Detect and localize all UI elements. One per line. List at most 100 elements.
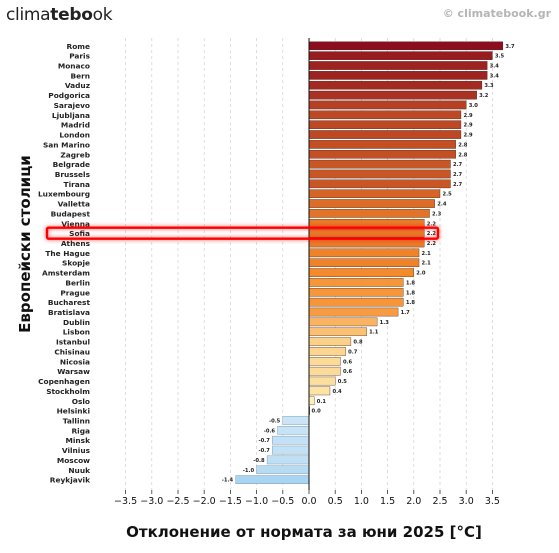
category-label: Madrid — [61, 121, 90, 130]
category-label: Sarajevo — [54, 101, 90, 110]
value-label: 2.2 — [427, 221, 437, 227]
value-label: 1.8 — [406, 290, 416, 296]
value-label: 2.5 — [443, 192, 453, 198]
category-label: Nuuk — [68, 466, 91, 475]
x-tick-label: −2.5 — [166, 496, 189, 507]
bar — [272, 435, 310, 445]
value-label: 1.1 — [369, 330, 379, 336]
bar — [308, 386, 331, 396]
category-label: Podgorica — [48, 91, 90, 100]
category-label: Riga — [71, 426, 90, 435]
copyright-notice: © climatebook.gr — [442, 7, 551, 20]
value-label: 0.1 — [317, 399, 327, 405]
bar — [308, 110, 462, 120]
value-label: 2.7 — [453, 182, 463, 188]
bar — [308, 278, 404, 287]
bar — [308, 71, 488, 80]
value-label: 2.8 — [458, 152, 468, 158]
bar — [308, 288, 404, 297]
x-axis-label: Отклонение от нормата за юни 2025 [°C] — [126, 523, 482, 541]
x-tick-label: 3.0 — [459, 496, 474, 507]
bar — [308, 228, 425, 238]
x-tick-label: −1.0 — [245, 496, 268, 507]
category-label: Paris — [69, 52, 90, 61]
bar — [308, 100, 467, 110]
x-tick-label: −3.5 — [114, 496, 137, 507]
bar — [308, 258, 420, 267]
value-label: 0.8 — [353, 340, 363, 346]
bar — [308, 219, 425, 228]
category-label: Oslo — [72, 397, 90, 406]
category-label: Zagreb — [60, 150, 90, 159]
bar — [266, 455, 310, 465]
bar — [308, 347, 346, 356]
category-label: Bern — [70, 71, 90, 80]
category-label: Chisinau — [54, 347, 90, 356]
bar — [308, 199, 435, 208]
bar — [308, 130, 462, 139]
value-label: 1.8 — [406, 280, 416, 286]
value-label: 0.7 — [348, 349, 358, 355]
bar — [308, 41, 504, 51]
category-labels: RomeParisMonacoBernVaduzPodgoricaSarajev… — [38, 42, 91, 485]
x-tick-labels: −3.5 −3.0 −2.5 −2.0 −1.5 −1.0 −0.5 0.0 0.5 1.0 1.5… — [114, 490, 500, 507]
x-tick-label: 1.0 — [354, 496, 369, 507]
category-label: Athens — [61, 239, 91, 248]
bars — [235, 41, 504, 484]
value-label: 3.4 — [490, 73, 500, 79]
bar — [282, 416, 310, 425]
bar — [308, 248, 420, 258]
bar — [308, 120, 462, 129]
value-label: 1.3 — [380, 320, 390, 326]
bar — [308, 209, 430, 218]
bar — [308, 317, 378, 327]
value-label: 2.3 — [432, 211, 442, 217]
value-labels: 3.73.53.43.43.33.23.02.92.92.92.82.82.72… — [222, 44, 515, 484]
value-label: 0.5 — [338, 379, 348, 385]
category-label: Skopje — [62, 259, 90, 268]
value-label: 0.0 — [312, 409, 322, 415]
category-label: Copenhagen — [38, 377, 90, 386]
category-label: Stockholm — [46, 387, 90, 396]
category-label: Dublin — [63, 318, 90, 327]
bar — [308, 90, 477, 100]
bar — [308, 357, 341, 366]
brand-suffix: ok — [92, 5, 113, 25]
value-label: 0.6 — [343, 369, 353, 375]
bar — [308, 189, 441, 198]
bar — [277, 426, 310, 435]
value-label: 2.9 — [463, 113, 473, 119]
value-label: -0.6 — [264, 428, 276, 434]
category-label: Prague — [60, 288, 90, 297]
value-label: -1.0 — [243, 468, 255, 474]
value-label: 2.4 — [437, 202, 447, 208]
category-label: Helsinki — [57, 407, 90, 416]
value-label: 2.0 — [416, 271, 426, 277]
value-label: 2.7 — [453, 172, 463, 178]
value-label: 3.5 — [495, 54, 505, 60]
category-label: The Hague — [45, 249, 90, 258]
bar — [308, 268, 414, 277]
bar — [308, 337, 352, 346]
brand-prefix: clima — [6, 5, 51, 25]
x-tick-label: −1.5 — [219, 496, 242, 507]
x-tick-label: 1.5 — [380, 496, 395, 507]
x-tick-label: −2.0 — [193, 496, 216, 507]
bar — [272, 445, 310, 455]
value-label: 2.9 — [463, 123, 473, 129]
x-tick-label: −0.5 — [271, 496, 294, 507]
category-label: Belgrade — [53, 160, 90, 169]
bar — [308, 238, 425, 248]
highlight-box — [45, 226, 440, 240]
category-label: Vaduz — [65, 81, 90, 90]
bar — [235, 475, 310, 484]
category-label: Valletta — [58, 200, 90, 209]
value-label: -0.7 — [258, 448, 270, 454]
x-tick-label: 2.0 — [406, 496, 421, 507]
value-label: 1.8 — [406, 300, 416, 306]
bar — [308, 366, 341, 376]
x-tick-label: 2.5 — [432, 496, 447, 507]
category-label: Moscow — [57, 456, 90, 465]
value-label: 1.7 — [401, 310, 411, 316]
bar — [308, 80, 483, 90]
